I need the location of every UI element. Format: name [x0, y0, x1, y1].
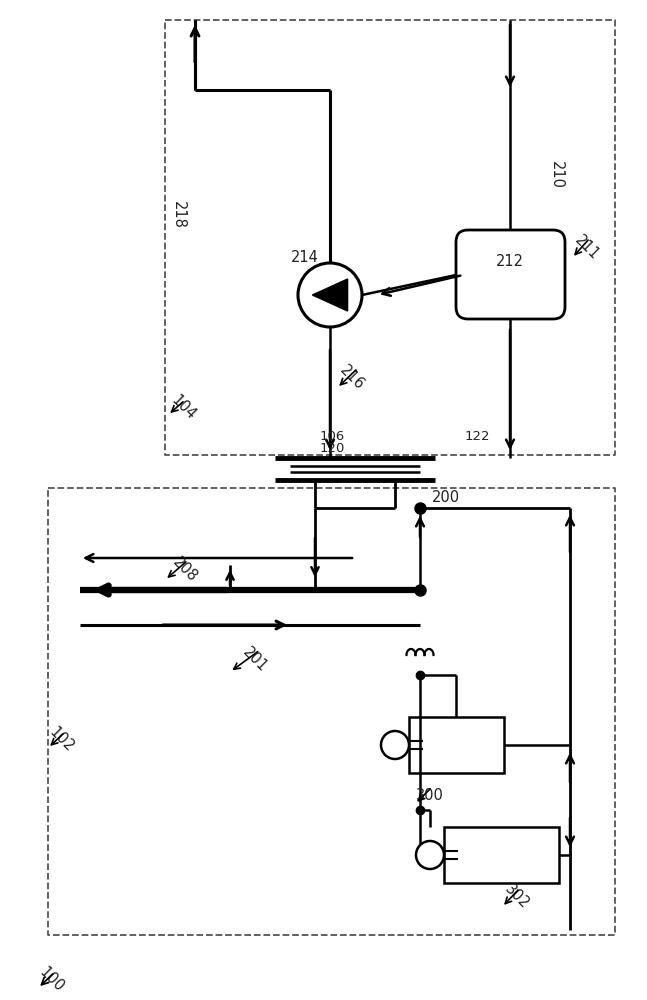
Bar — [409, 717, 504, 773]
Text: 201: 201 — [240, 645, 270, 675]
Bar — [444, 827, 559, 883]
Text: 212: 212 — [496, 254, 524, 269]
Text: 211: 211 — [572, 233, 602, 263]
Text: 200: 200 — [432, 489, 460, 504]
Text: 214: 214 — [291, 250, 319, 265]
Text: 122: 122 — [465, 430, 490, 444]
Text: 102: 102 — [47, 725, 77, 755]
Circle shape — [416, 841, 444, 869]
Text: 120: 120 — [320, 442, 345, 456]
Text: 216: 216 — [337, 363, 367, 393]
Circle shape — [298, 263, 362, 327]
Polygon shape — [313, 279, 347, 311]
Text: 300: 300 — [416, 788, 444, 802]
Text: 100: 100 — [37, 965, 67, 995]
Text: 210: 210 — [549, 161, 564, 189]
Text: 208: 208 — [170, 555, 200, 585]
Circle shape — [381, 731, 409, 759]
Text: 218: 218 — [171, 201, 186, 229]
Text: 106: 106 — [320, 430, 345, 444]
Text: 104: 104 — [168, 393, 198, 423]
Text: 302: 302 — [502, 882, 532, 912]
FancyBboxPatch shape — [456, 230, 565, 319]
